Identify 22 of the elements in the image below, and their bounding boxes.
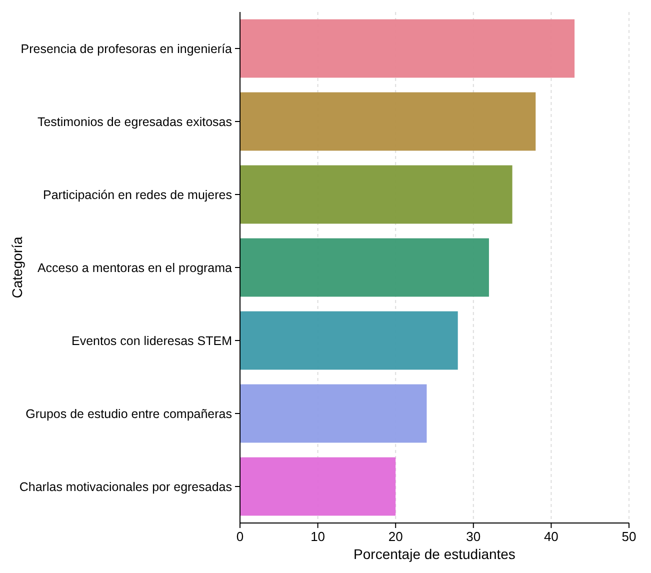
bar [240,92,536,151]
y-tick-label: Testimonios de egresadas exitosas [37,114,232,129]
x-tick-label: 50 [622,529,636,544]
x-tick-label: 10 [310,529,326,544]
bar [240,457,396,516]
y-tick-label: Participación en redes de mujeres [43,188,232,202]
y-tick-label: Presencia de profesoras en ingeniería [20,42,232,56]
x-tick-label: 20 [388,529,403,544]
x-tick-label: 0 [236,529,244,544]
y-tick-label: Eventos con lideresas STEM [72,334,232,348]
bar [240,19,575,78]
y-tick-label: Grupos de estudio entre compañeras [26,406,232,421]
y-tick-label: Acceso a mentoras en el programa [37,260,232,275]
bar [240,311,458,370]
y-tick-label: Charlas motivacionales por egresadas [19,480,232,494]
x-tick-label: 30 [466,529,481,544]
bar [240,384,427,443]
x-tick-label: 40 [544,529,558,544]
x-axis-title: Porcentaje de estudiantes [354,546,516,562]
bar [240,165,512,224]
bar [240,238,489,297]
y-axis-title: Categoría [9,236,25,298]
